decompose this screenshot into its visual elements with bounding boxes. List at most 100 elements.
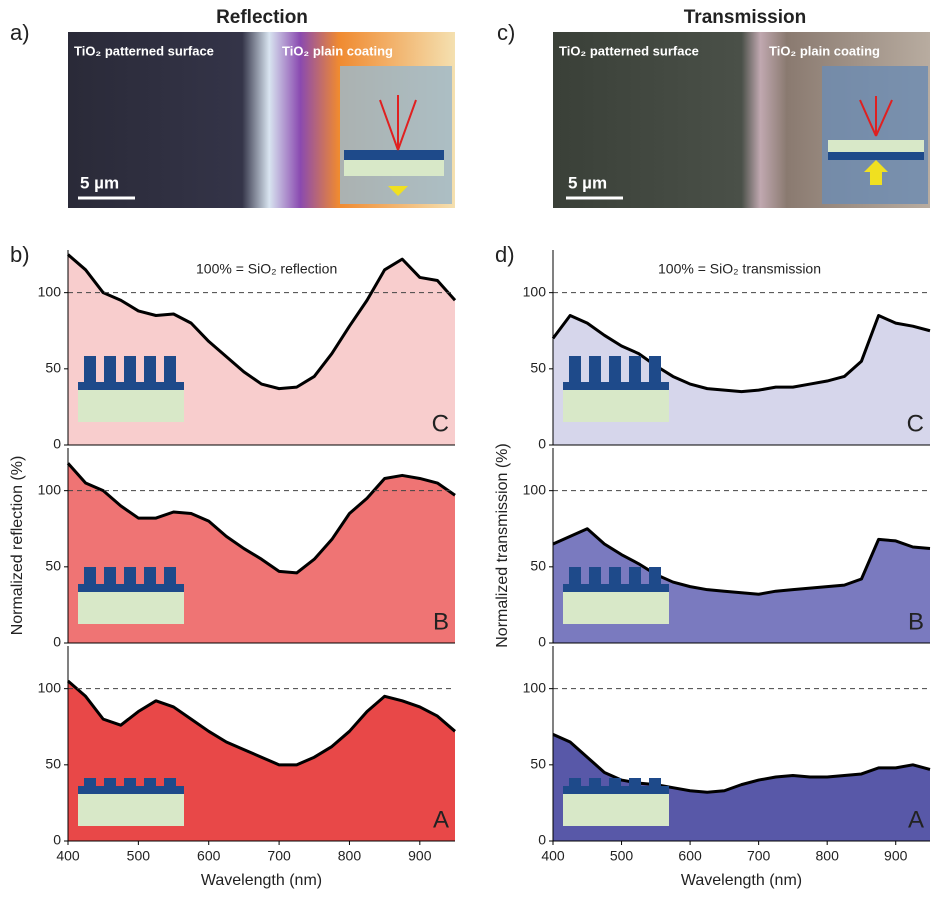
annotation: 100% = SiO₂ transmission bbox=[658, 261, 821, 277]
inset-pillar bbox=[569, 356, 581, 382]
panel-title: Reflection bbox=[216, 7, 308, 28]
y-tick-label: 50 bbox=[45, 360, 61, 376]
inset-arrow bbox=[388, 186, 408, 196]
inset-pillar bbox=[144, 356, 156, 382]
inset-substrate bbox=[344, 160, 444, 176]
x-tick-label: 600 bbox=[197, 848, 221, 864]
inset-layer bbox=[78, 382, 184, 390]
inset-pillar bbox=[164, 567, 176, 584]
panel-label: d) bbox=[495, 242, 515, 267]
image-text: TiO₂ plain coating bbox=[282, 43, 393, 58]
image-text: TiO₂ patterned surface bbox=[74, 43, 214, 58]
inset-pillar bbox=[609, 356, 621, 382]
x-tick-label: 700 bbox=[267, 848, 291, 864]
y-tick-label: 100 bbox=[523, 679, 547, 695]
line bbox=[552, 527, 931, 596]
inset-pillar bbox=[589, 567, 601, 584]
x-tick-label: 800 bbox=[338, 848, 362, 864]
inset-pillar bbox=[629, 567, 641, 584]
inset-arrow bbox=[864, 160, 888, 185]
inset-substrate bbox=[78, 388, 184, 422]
inset-substrate bbox=[563, 792, 669, 826]
inset-substrate bbox=[78, 590, 184, 624]
inset-pillar bbox=[124, 356, 136, 382]
y-tick-label: 0 bbox=[53, 436, 61, 452]
y-tick-label: 100 bbox=[523, 481, 547, 497]
y-tick-label: 50 bbox=[45, 558, 61, 574]
inset-pillar bbox=[569, 778, 581, 786]
sample-label: C bbox=[907, 410, 924, 437]
x-tick-label: 700 bbox=[747, 848, 771, 864]
y-axis-label: Normalized reflection (%) bbox=[9, 456, 26, 636]
inset-layer bbox=[563, 382, 669, 390]
inset-pillar bbox=[84, 356, 96, 382]
x-tick-label: 400 bbox=[56, 848, 80, 864]
x-tick-label: 600 bbox=[678, 848, 702, 864]
inset-arrows bbox=[859, 96, 893, 137]
y-tick-label: 0 bbox=[53, 634, 61, 650]
inset-layer bbox=[563, 584, 669, 592]
inset-pillar bbox=[589, 778, 601, 786]
inset-pillar bbox=[629, 356, 641, 382]
inset-pillar bbox=[164, 356, 176, 382]
line bbox=[66, 462, 456, 575]
inset-layer bbox=[78, 584, 184, 592]
inset-substrate bbox=[828, 140, 924, 152]
image-text: TiO₂ plain coating bbox=[769, 43, 880, 58]
inset-substrate bbox=[78, 792, 184, 826]
inset-structure bbox=[828, 152, 924, 160]
image-panel-a: a) Reflection TiO₂ patterned surface TiO… bbox=[10, 7, 455, 208]
x-tick-label: 900 bbox=[408, 848, 432, 864]
inset-pillar bbox=[144, 567, 156, 584]
inset bbox=[340, 66, 452, 204]
y-tick-label: 50 bbox=[530, 360, 546, 376]
inset-pillar bbox=[589, 356, 601, 382]
x-tick-label: 500 bbox=[127, 848, 151, 864]
image-panel-c: c) Transmission TiO₂ patterned surface T… bbox=[497, 7, 930, 208]
inset-pillar bbox=[649, 778, 661, 786]
inset-pillar bbox=[649, 356, 661, 382]
y-tick-label: 0 bbox=[538, 436, 546, 452]
y-tick-label: 100 bbox=[38, 283, 62, 299]
inset-pillar bbox=[104, 567, 116, 584]
inset-pillar bbox=[104, 778, 116, 786]
y-tick-label: 100 bbox=[38, 481, 62, 497]
inset-pillar bbox=[124, 778, 136, 786]
inset-pillar bbox=[569, 567, 581, 584]
sample-label: B bbox=[908, 608, 924, 635]
annotation: 100% = SiO₂ reflection bbox=[196, 261, 337, 277]
sample-label: B bbox=[433, 608, 449, 635]
x-axis-label: Wavelength (nm) bbox=[681, 872, 802, 889]
line bbox=[552, 732, 931, 794]
panel-label: b) bbox=[10, 242, 30, 267]
inset-pillar bbox=[649, 567, 661, 584]
scale-bar-label: 5 µm bbox=[80, 173, 119, 192]
scale-bar-label: 5 µm bbox=[568, 173, 607, 192]
inset-pillar bbox=[84, 778, 96, 786]
inset-pillar bbox=[84, 567, 96, 584]
inset-pillar bbox=[609, 778, 621, 786]
y-tick-label: 50 bbox=[45, 756, 61, 772]
sample-label: A bbox=[908, 806, 924, 833]
panel-label: a) bbox=[10, 20, 30, 45]
panel-title: Transmission bbox=[684, 7, 807, 28]
line bbox=[551, 314, 931, 394]
inset-substrate bbox=[563, 590, 669, 624]
inset-pillar bbox=[144, 778, 156, 786]
y-tick-label: 100 bbox=[523, 283, 547, 299]
y-tick-label: 0 bbox=[538, 832, 546, 848]
x-tick-label: 400 bbox=[541, 848, 565, 864]
inset-pillar bbox=[164, 778, 176, 786]
x-tick-label: 800 bbox=[816, 848, 840, 864]
inset-structure bbox=[344, 150, 444, 160]
inset-layer bbox=[563, 786, 669, 794]
inset-pillar bbox=[124, 567, 136, 584]
inset-pillar bbox=[629, 778, 641, 786]
sample-label: A bbox=[433, 806, 449, 833]
inset-pillar bbox=[104, 356, 116, 382]
y-tick-label: 0 bbox=[538, 634, 546, 650]
x-tick-label: 900 bbox=[884, 848, 908, 864]
line bbox=[67, 253, 457, 391]
y-axis-label: Normalized transmission (%) bbox=[494, 443, 511, 648]
